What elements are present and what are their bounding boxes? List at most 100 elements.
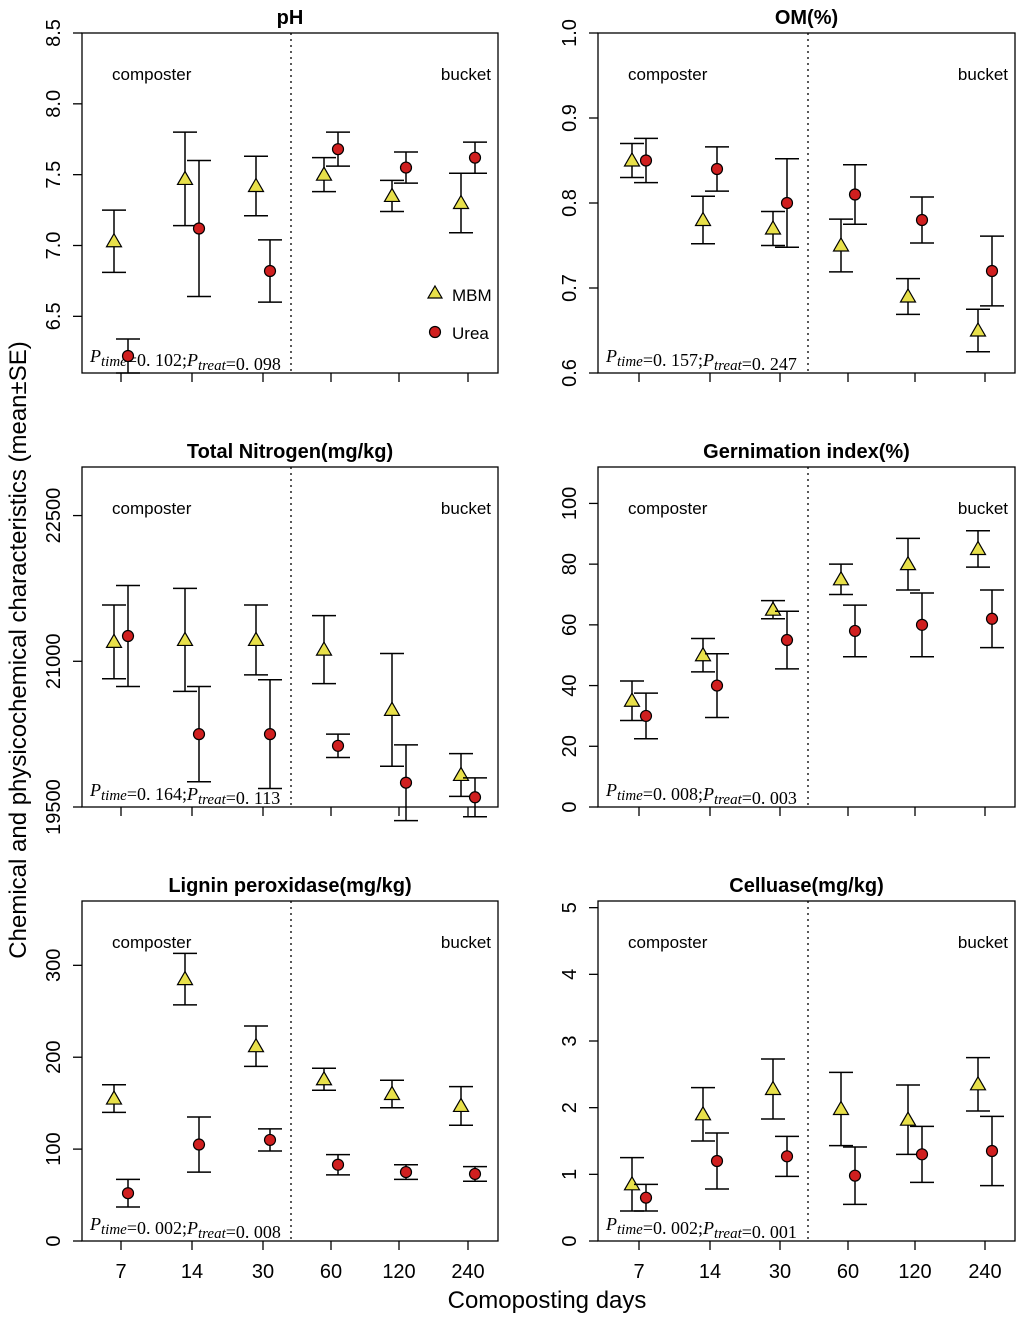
x-axis-label: Comoposting days — [448, 1287, 647, 1314]
panel-2: OM(%) 0.6 0.7 0.8 0.9 1.0 composter bucket Ptime… — [559, 7, 1016, 387]
y-tick-label: 0.6 — [559, 359, 581, 387]
y-tick-label: 3 — [559, 1035, 581, 1046]
urea-point — [710, 1154, 724, 1168]
urea-point — [468, 1167, 482, 1181]
plot-frame — [81, 466, 499, 808]
bucket-label: bucket — [441, 933, 491, 952]
p-treat-value: =0. 113 — [226, 788, 280, 808]
urea-point — [263, 264, 277, 278]
mbm-point — [764, 1080, 782, 1096]
p-treat-subscript: treat — [714, 792, 743, 808]
y-tick-label: 0 — [559, 801, 581, 812]
p-value-text: Ptime=0. 002;Ptreat=0. 001 — [605, 1214, 797, 1242]
urea-point — [192, 222, 206, 235]
mbm-point — [623, 151, 641, 167]
panel-title: pH — [277, 7, 304, 29]
p-value-text: Ptime=0. 157;Ptreat=0. 247 — [605, 346, 797, 374]
y-tick-label: 100 — [43, 1132, 65, 1165]
y-tick-label: 0 — [559, 1235, 581, 1246]
x-tick-label: 7 — [115, 1261, 126, 1283]
p-time-value: =0. 002; — [127, 1218, 187, 1238]
y-tick-label: 0.8 — [559, 189, 581, 217]
composter-label: composter — [112, 65, 192, 84]
x-tick-label: 120 — [382, 1261, 415, 1283]
y-tick-label: 19500 — [43, 779, 65, 835]
p-value-text: Ptime=0. 008;Ptreat=0. 003 — [605, 780, 797, 808]
mbm-point — [105, 232, 123, 248]
p-treat-value: =0. 098 — [226, 354, 281, 374]
plot-frame — [597, 466, 1016, 808]
panel-3: Total Nitrogen(mg/kg) 19500 21000 22500 comp… — [43, 441, 499, 835]
mbm-point — [383, 701, 401, 716]
mbm-point — [315, 165, 333, 181]
y-tick-label: 20 — [559, 735, 581, 757]
p-treat-symbol: P — [186, 1218, 198, 1238]
x-tick-label: 120 — [898, 1261, 931, 1283]
bucket-label: bucket — [958, 65, 1008, 84]
y-tick-label: 40 — [559, 674, 581, 696]
mbm-point — [452, 1097, 470, 1113]
y-tick-label: 8.5 — [43, 19, 65, 47]
mbm-point — [832, 1100, 850, 1116]
mbm-point — [105, 633, 123, 648]
p-time-subscript: time — [617, 354, 643, 370]
x-tick-label: 14 — [699, 1261, 721, 1283]
mbm-point — [764, 219, 782, 235]
p-time-value: =0. 008; — [643, 784, 703, 804]
mbm-point — [247, 177, 265, 193]
urea-point — [331, 143, 345, 156]
urea-point — [399, 776, 413, 789]
mbm-point — [247, 1037, 265, 1053]
urea-point — [780, 633, 794, 647]
y-tick-label: 300 — [43, 949, 65, 982]
p-time-subscript: time — [101, 1222, 127, 1238]
p-treat-symbol: P — [702, 1218, 714, 1238]
urea-point — [192, 1138, 206, 1151]
x-tick-label: 60 — [320, 1261, 342, 1283]
bucket-label: bucket — [441, 65, 491, 84]
mbm-point — [176, 970, 194, 986]
legend: MBM Urea — [426, 284, 492, 343]
x-tick-label: 240 — [968, 1261, 1001, 1283]
bucket-label: bucket — [958, 499, 1008, 518]
p-treat-subscript: treat — [198, 792, 227, 808]
panel-title: Gernimation index(%) — [703, 441, 910, 463]
p-value-text: Ptime=0. 164;Ptreat=0. 113 — [89, 780, 280, 808]
urea-point — [915, 1148, 929, 1161]
mbm-point — [899, 287, 917, 303]
p-time-value: =0. 164; — [127, 784, 187, 804]
urea-point — [915, 618, 929, 631]
p-time-subscript: time — [101, 788, 127, 804]
plot-frame — [597, 900, 1016, 1242]
x-tick-label: 30 — [252, 1261, 274, 1283]
mbm-point — [105, 1089, 123, 1105]
x-tick-label: 7 — [633, 1261, 644, 1283]
urea-point — [121, 1187, 135, 1200]
y-tick-label: 0.7 — [559, 274, 581, 302]
p-value-text: Ptime=0. 002;Ptreat=0. 008 — [89, 1214, 281, 1242]
y-tick-label: 8.0 — [43, 90, 65, 118]
mbm-point — [969, 540, 987, 556]
y-tick-label: 60 — [559, 614, 581, 636]
mbm-point — [969, 1075, 987, 1091]
plot-frame — [81, 32, 499, 374]
mbm-point — [623, 692, 641, 707]
bucket-label: bucket — [958, 933, 1008, 952]
p-time-symbol: P — [605, 780, 617, 800]
p-treat-symbol: P — [186, 350, 198, 370]
x-tick-label: 30 — [769, 1261, 791, 1283]
mbm-point — [176, 631, 194, 647]
urea-point — [710, 679, 724, 692]
legend-mbm-marker — [426, 284, 444, 299]
urea-point — [263, 728, 277, 741]
mbm-point — [694, 1105, 712, 1121]
panel-title: Lignin peroxidase(mg/kg) — [168, 875, 411, 897]
urea-point — [639, 709, 653, 723]
p-time-subscript: time — [617, 1222, 643, 1238]
urea-point — [192, 728, 206, 741]
p-treat-subscript: treat — [714, 358, 743, 374]
urea-point — [639, 1191, 653, 1204]
plot-frame — [597, 32, 1016, 374]
y-tick-label: 7.0 — [43, 232, 65, 260]
p-time-symbol: P — [89, 780, 101, 800]
